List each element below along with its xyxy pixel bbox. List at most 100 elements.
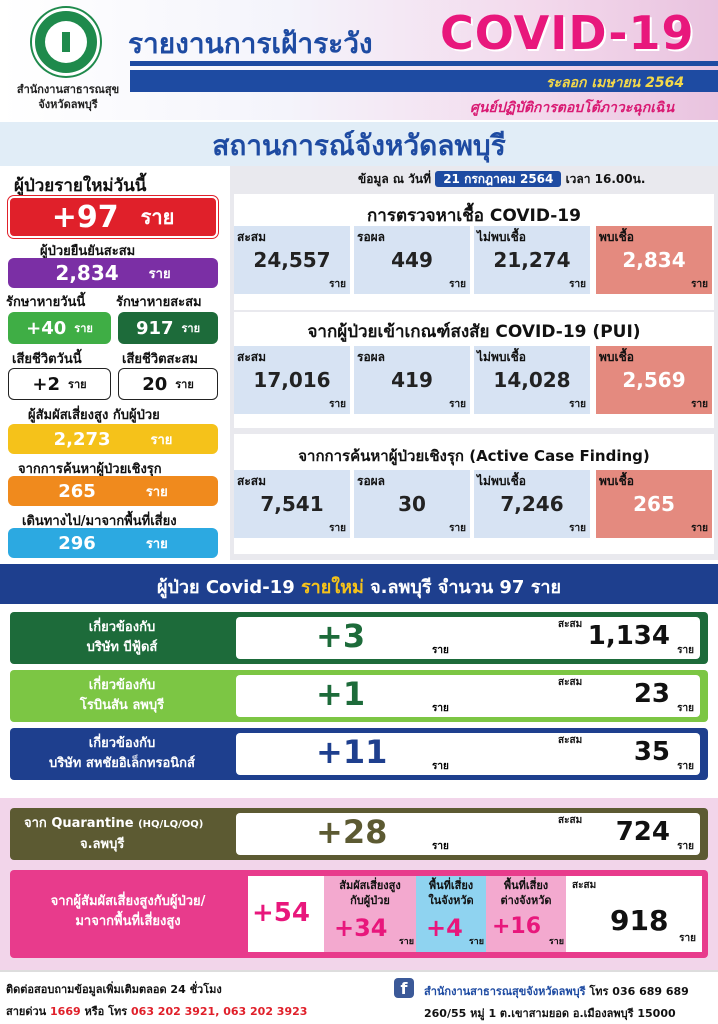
- contact-label: ผู้สัมผัสเสี่ยงสูง กับผู้ป่วย: [28, 408, 160, 423]
- card-label: รอผล: [357, 230, 386, 244]
- acf-label: จากการค้นหาผู้ป่วยเชิงรุก: [18, 462, 162, 477]
- death-total-label: เสียชีวิตสะสม: [122, 352, 198, 367]
- quarantine-label: จาก Quarantine (HQ/LQ/OQ) จ.ลพบุรี: [10, 814, 234, 855]
- situation-banner: [0, 122, 718, 166]
- contact-sub-2: พื้นที่เสี่ยง ในจังหวัด +4 ราย: [416, 876, 486, 952]
- quarantine-total: 724: [615, 817, 670, 847]
- facebook-icon[interactable]: f: [394, 978, 414, 998]
- card-unit: ราย: [569, 279, 586, 290]
- section-title: จากการค้นหาผู้ป่วยเชิงรุก (Active Case F…: [298, 447, 650, 465]
- cluster-line1: เกี่ยวข้องกับ: [88, 736, 156, 751]
- recovered-today-box: +40 ราย: [8, 312, 111, 344]
- card-value: 30: [398, 492, 426, 516]
- org-line1: สำนักงานสาธารณสุข: [16, 83, 120, 96]
- contact-line1: จากผู้สัมผัสเสี่ยงสูงกับผู้ป่วย/: [50, 894, 206, 909]
- death-total-value: 20: [142, 373, 168, 395]
- cluster-row: เกี่ยวข้องกับ โรบินสัน ลพบุรี +1 ราย สะสม…: [10, 670, 708, 722]
- sub-unit: ราย: [548, 937, 564, 947]
- contact-total-label: สะสม: [572, 880, 597, 891]
- sub-label: สัมผัสเสี่ยงสูง กับผู้ป่วย: [324, 878, 416, 908]
- travel-label: เดินทางไป/มาจากพื้นที่เสี่ยง: [22, 514, 177, 529]
- cluster-total-label: สะสม: [558, 619, 583, 630]
- card-negative: ไม่พบเชื้อ 14,028 ราย: [474, 346, 590, 414]
- card-value: 24,557: [253, 248, 331, 272]
- cluster-label: เกี่ยวข้องกับ โรบินสัน ลพบุรี: [10, 676, 234, 716]
- card-value: 449: [391, 248, 433, 272]
- card-value: 2,569: [622, 368, 686, 392]
- card-label: รอผล: [357, 474, 386, 488]
- cluster-new-unit: ราย: [432, 761, 449, 772]
- eoc-label: ศูนย์ปฏิบัติการตอบโต้ภาวะฉุกเฉิน: [470, 100, 675, 116]
- recovered-today-value: +40: [26, 317, 67, 339]
- cluster-new-unit: ราย: [432, 645, 449, 656]
- sub-unit: ราย: [468, 937, 484, 947]
- contact-unit: ราย: [150, 432, 173, 448]
- cluster-line1: เกี่ยวข้องกับ: [88, 620, 156, 635]
- card-value: 21,274: [493, 248, 571, 272]
- contact-sub-3: พื้นที่เสี่ยง ต่างจังหวัด +16 ราย: [486, 876, 566, 952]
- card-value: 14,028: [493, 368, 571, 392]
- card-value: 17,016: [253, 368, 331, 392]
- date-time: เวลา 16.00น.: [565, 172, 646, 186]
- section-covid-test: การตรวจหาเชื้อ COVID-19 สะสม 24,557 ราย รอ…: [234, 194, 714, 310]
- contact-line2: มาจากพื้นที่เสี่ยงสูง: [75, 914, 181, 929]
- contact-box: 2,273 ราย: [8, 424, 218, 454]
- sub-label-1: พื้นที่เสี่ยง: [503, 879, 549, 892]
- footer-address: 260/55 หมู่ 1 ต.เขาสามยอด อ.เมืองลพบุรี …: [424, 1007, 676, 1020]
- card-value: 7,246: [500, 492, 564, 516]
- card-unit: ราย: [569, 399, 586, 410]
- footer-hotline: สายด่วน 1669 หรือ โทร 063 202 3921, 063 …: [6, 1002, 307, 1020]
- footer: [0, 970, 718, 1024]
- quarantine-line1: จาก Quarantine: [24, 816, 134, 831]
- quarantine-total-unit: ราย: [677, 841, 694, 852]
- sub-label-2: ในจังหวัด: [428, 894, 474, 907]
- cluster-line2: บริษัท บีฟู้ดส์: [86, 640, 158, 655]
- cluster-line2: บริษัท สหชัยอิเล็กทรอนิกส์: [49, 756, 195, 771]
- covid-title: COVID-19: [440, 6, 695, 60]
- cluster-total-unit: ราย: [677, 645, 694, 656]
- banner-highlight: รายใหม่: [301, 577, 364, 598]
- contact-total-unit: ราย: [679, 933, 696, 944]
- cluster-total: 23: [633, 679, 670, 709]
- moph-logo: [32, 8, 100, 76]
- death-today-value: +2: [32, 373, 61, 395]
- contact-total: 918: [610, 904, 669, 937]
- card-unit: ราย: [449, 399, 466, 410]
- header-background: [0, 0, 718, 120]
- cluster-total-unit: ราย: [677, 703, 694, 714]
- contact-sub-1: สัมผัสเสี่ยงสูง กับผู้ป่วย +34 ราย: [324, 876, 416, 952]
- card-label: สะสม: [237, 474, 267, 488]
- death-total-unit: ราย: [175, 378, 194, 391]
- card-negative: ไม่พบเชื้อ 7,246 ราย: [474, 470, 590, 538]
- contact-row: จากผู้สัมผัสเสี่ยงสูงกับผู้ป่วย/ มาจากพื…: [10, 870, 708, 958]
- death-today-box: +2 ราย: [8, 368, 111, 400]
- cluster-values: +3 ราย สะสม 1,134 ราย: [236, 617, 700, 659]
- card-unit: ราย: [691, 279, 708, 290]
- sub-value: +34: [334, 914, 388, 942]
- logo-inner: [45, 21, 87, 63]
- cluster-line2: โรบินสัน ลพบุรี: [79, 698, 165, 713]
- card-value: 7,541: [260, 492, 324, 516]
- card-label: พบเชื้อ: [599, 474, 634, 488]
- quarantine-new-unit: ราย: [432, 841, 449, 852]
- sub-label: พื้นที่เสี่ยง ต่างจังหวัด: [486, 878, 566, 908]
- card-negative: ไม่พบเชื้อ 21,274 ราย: [474, 226, 590, 294]
- confirmed-total-unit: ราย: [148, 266, 171, 282]
- section-title: จากผู้ป่วยเข้าเกณฑ์สงสัย COVID-19 (PUI): [307, 322, 641, 342]
- cluster-values: +1 ราย สะสม 23 ราย: [236, 675, 700, 717]
- acf-value: 265: [58, 480, 96, 502]
- cluster-total-label: สะสม: [558, 677, 583, 688]
- cluster-total: 1,134: [587, 621, 670, 651]
- card-total: สะสม 7,541 ราย: [234, 470, 350, 538]
- cluster-new-unit: ราย: [432, 703, 449, 714]
- contact-total-box: สะสม 918 ราย: [566, 876, 702, 952]
- card-unit: ราย: [449, 523, 466, 534]
- recovered-total-unit: ราย: [181, 322, 201, 335]
- section-title: การตรวจหาเชื้อ COVID-19: [367, 206, 581, 226]
- acf-unit: ราย: [145, 484, 168, 500]
- cluster-total-label: สะสม: [558, 735, 583, 746]
- new-cases-banner: [0, 564, 718, 604]
- banner-pre: ผู้ป่วย Covid-19: [156, 577, 295, 598]
- quarantine-new: +28: [316, 813, 388, 851]
- date-prefix: ข้อมูล ณ วันที่: [358, 172, 432, 186]
